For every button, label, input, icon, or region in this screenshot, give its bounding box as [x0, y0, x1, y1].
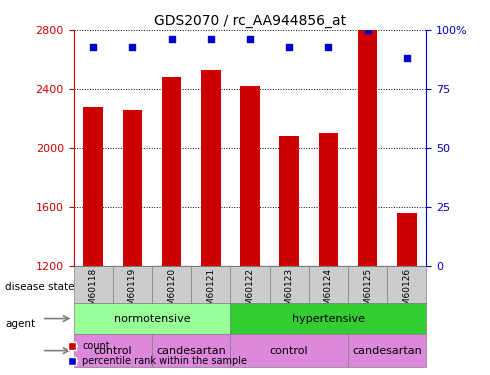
Bar — [201, 70, 220, 266]
FancyBboxPatch shape — [387, 266, 426, 303]
Text: normotensive: normotensive — [114, 314, 190, 324]
Text: candesartan: candesartan — [156, 346, 226, 355]
FancyBboxPatch shape — [309, 266, 348, 303]
Bar — [279, 136, 299, 266]
Text: candesartan: candesartan — [352, 346, 422, 355]
Text: GSM60119: GSM60119 — [128, 268, 137, 317]
Text: agent: agent — [5, 320, 35, 329]
FancyBboxPatch shape — [230, 266, 270, 303]
FancyBboxPatch shape — [74, 266, 113, 303]
FancyBboxPatch shape — [74, 334, 152, 368]
Bar — [240, 86, 260, 266]
FancyBboxPatch shape — [152, 266, 191, 303]
FancyBboxPatch shape — [152, 334, 230, 368]
FancyBboxPatch shape — [74, 303, 230, 334]
Text: GSM60122: GSM60122 — [245, 268, 254, 317]
Text: GSM60120: GSM60120 — [167, 268, 176, 317]
Bar — [122, 110, 142, 266]
Point — [168, 36, 175, 42]
Text: GSM60124: GSM60124 — [324, 268, 333, 317]
Bar — [83, 107, 103, 266]
Bar — [162, 77, 181, 266]
Text: GSM60123: GSM60123 — [285, 268, 294, 317]
Bar — [397, 213, 416, 266]
FancyBboxPatch shape — [113, 266, 152, 303]
FancyBboxPatch shape — [230, 334, 348, 368]
Bar — [358, 30, 377, 266]
Point — [89, 44, 97, 50]
Legend: count, percentile rank within the sample: count, percentile rank within the sample — [64, 338, 251, 370]
Text: control: control — [94, 346, 132, 355]
Text: disease state: disease state — [5, 282, 74, 292]
Text: GSM60121: GSM60121 — [206, 268, 215, 317]
Point — [403, 56, 411, 62]
Text: hypertensive: hypertensive — [292, 314, 365, 324]
FancyBboxPatch shape — [230, 303, 426, 334]
Text: GSM60118: GSM60118 — [89, 268, 98, 317]
Point — [364, 27, 371, 33]
Text: GSM60125: GSM60125 — [363, 268, 372, 317]
FancyBboxPatch shape — [270, 266, 309, 303]
Bar — [318, 134, 338, 266]
Point — [128, 44, 136, 50]
Point — [324, 44, 332, 50]
Text: GSM60126: GSM60126 — [402, 268, 411, 317]
FancyBboxPatch shape — [348, 266, 387, 303]
FancyBboxPatch shape — [348, 334, 426, 368]
Point — [285, 44, 293, 50]
Text: control: control — [270, 346, 308, 355]
Point — [207, 36, 215, 42]
Title: GDS2070 / rc_AA944856_at: GDS2070 / rc_AA944856_at — [154, 13, 346, 28]
FancyBboxPatch shape — [191, 266, 230, 303]
Point — [246, 36, 254, 42]
